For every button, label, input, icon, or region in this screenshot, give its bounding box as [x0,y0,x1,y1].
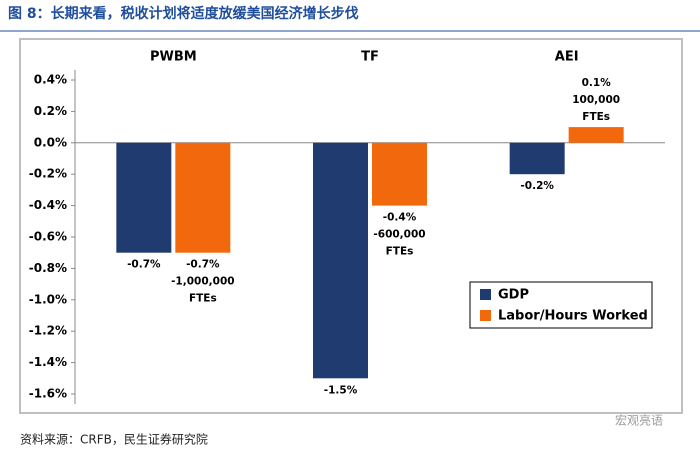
y-tick-label: 0.0% [34,135,67,149]
legend-swatch [480,289,491,300]
y-tick-label: -0.6% [29,230,67,244]
legend-label: GDP [498,288,529,303]
data-note: 100,000 FTEs [572,94,620,123]
bar [175,142,231,253]
y-tick-label: -1.0% [29,292,67,306]
y-tick-label: -0.2% [29,167,67,181]
bar [313,142,368,379]
legend-swatch [480,310,491,321]
y-tick-label: -1.2% [29,324,67,338]
y-tick-label: -1.4% [29,355,67,369]
data-label: -0.7% [186,259,220,271]
y-tick-label: -0.8% [29,261,67,275]
legend-box [469,281,653,329]
data-note: -600,000 FTEs [373,229,425,258]
data-label: -1.5% [324,384,358,396]
y-tick-label: -1.6% [29,387,67,401]
bar [568,127,624,143]
data-label: -0.7% [127,259,161,271]
data-label: -0.4% [383,212,417,224]
legend-label: Labor/Hours Worked [498,309,648,324]
data-note: -1,000,000 FTEs [171,276,234,305]
bar [509,142,565,175]
data-label: -0.2% [520,180,554,192]
chart-frame [19,38,683,414]
data-label: 0.1% [582,77,612,89]
category-label: AEI [555,50,579,65]
y-tick-label: 0.2% [34,104,67,118]
category-label: PWBM [150,50,197,65]
bar [372,142,427,206]
source: 资料来源：CRFB，民生证券研究院 [20,432,208,447]
chart-title: 图 8：长期来看，税收计划将适度放缓美国经济增长步伐 [8,5,359,22]
bar [116,142,172,253]
category-label: TF [361,50,379,65]
watermark: 宏观亮语 [615,413,663,428]
y-tick-label: 0.4% [34,73,67,87]
y-tick-label: -0.4% [29,198,67,212]
